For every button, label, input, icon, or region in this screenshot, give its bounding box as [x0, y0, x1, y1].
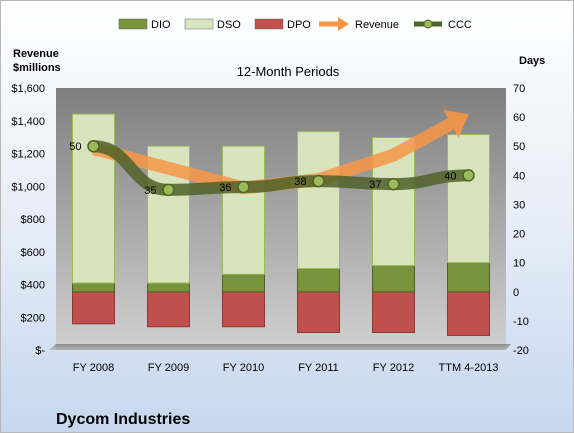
- chart-legend: DIO DSO DPO Revenue CCC: [118, 17, 472, 31]
- left-axis-title-line1: Revenue: [13, 48, 59, 60]
- ccc-data-label: 35: [144, 185, 156, 197]
- legend-item-dpo: DPO: [254, 18, 311, 31]
- right-tick-label: 70: [513, 83, 525, 95]
- ccc-data-label: 37: [369, 179, 381, 191]
- right-tick-label: 40: [513, 170, 525, 182]
- right-tick-label: -20: [513, 345, 529, 357]
- revenue-arrow-head: [443, 109, 469, 138]
- right-tick-label: 30: [513, 199, 525, 211]
- x-tick-label: FY 2008: [73, 362, 114, 374]
- ccc-data-label: 40: [444, 170, 456, 182]
- dio-bar: [297, 267, 340, 293]
- left-tick-label: $1,200: [11, 149, 45, 161]
- ccc-data-label: 50: [69, 141, 81, 153]
- ccc-point: [462, 169, 475, 182]
- left-tick-label: $600: [21, 247, 45, 259]
- legend-label: DPO: [287, 19, 311, 31]
- right-tick-label: 0: [513, 287, 519, 299]
- dso-bar: [222, 145, 265, 275]
- legend-label: CCC: [448, 19, 472, 31]
- right-axis-title: Days: [519, 55, 545, 67]
- dio-bar: [222, 273, 265, 293]
- legend-swatch: [254, 18, 284, 30]
- legend-swatch: [118, 18, 148, 30]
- x-tick-label: TTM 4-2013: [439, 362, 499, 374]
- legend-item-revenue: Revenue: [319, 17, 399, 31]
- chart-title: 12-Month Periods: [237, 64, 340, 79]
- legend-item-dso: DSO: [184, 18, 241, 31]
- left-tick-label: $1,600: [11, 83, 45, 95]
- dso-bar: [297, 131, 340, 269]
- left-axis-title-line2: $millions: [13, 62, 61, 74]
- ccc-point: [162, 183, 175, 197]
- legend-label: DIO: [151, 19, 171, 31]
- plot-floor: [49, 344, 511, 350]
- x-tick-label: FY 2009: [148, 362, 189, 374]
- x-tick-label: FY 2010: [223, 362, 264, 374]
- axis-layer: $- $200 $400 $600 $800 $1,000 $1,200 $1,400 $1,6…: [11, 83, 529, 374]
- dio-bar: [147, 282, 190, 293]
- legend-marker: [423, 19, 433, 29]
- ccc-line-layer: 50 35 36 38 37 40: [69, 139, 475, 197]
- ccc-point: [312, 174, 325, 188]
- right-tick-label: 20: [513, 229, 525, 241]
- dio-bar: [372, 265, 415, 293]
- x-tick-label: FY 2012: [373, 362, 414, 374]
- left-tick-label: $400: [21, 280, 45, 292]
- dpo-bar: [147, 291, 190, 328]
- ccc-point: [387, 177, 400, 191]
- dio-bar: [72, 282, 115, 293]
- dpo-bar: [447, 291, 490, 336]
- right-tick-label: 10: [513, 258, 525, 270]
- bar-layer: [72, 113, 490, 336]
- company-name: Dycom Industries: [56, 411, 190, 428]
- left-tick-label: $1,000: [11, 181, 45, 193]
- dpo-bar: [72, 291, 115, 325]
- left-tick-label: $200: [21, 312, 45, 324]
- dso-bar: [447, 134, 490, 264]
- legend-label: Revenue: [355, 19, 399, 31]
- ccc-point: [87, 139, 100, 153]
- right-tick-label: 50: [513, 141, 525, 153]
- legend-arrow-head: [338, 17, 349, 31]
- right-tick-label: 60: [513, 112, 525, 124]
- legend-swatch: [184, 18, 214, 30]
- x-tick-label: FY 2011: [298, 362, 339, 374]
- left-tick-label: $800: [21, 214, 45, 226]
- right-tick-label: -10: [513, 316, 529, 328]
- dpo-bar: [372, 291, 415, 334]
- left-tick-label: $-: [35, 345, 45, 357]
- ccc-point: [237, 180, 250, 194]
- dso-bar: [72, 113, 115, 284]
- dpo-bar: [297, 291, 340, 334]
- legend-item-ccc: CCC: [414, 19, 472, 31]
- ccc-data-label: 36: [219, 182, 231, 194]
- dpo-bar: [222, 291, 265, 328]
- legend-item-dio: DIO: [118, 18, 171, 31]
- legend-label: DSO: [217, 19, 241, 31]
- left-tick-label: $1,400: [11, 116, 45, 128]
- dio-bar: [447, 262, 490, 293]
- ccc-line: [87, 140, 475, 196]
- ccc-data-label: 38: [294, 176, 306, 188]
